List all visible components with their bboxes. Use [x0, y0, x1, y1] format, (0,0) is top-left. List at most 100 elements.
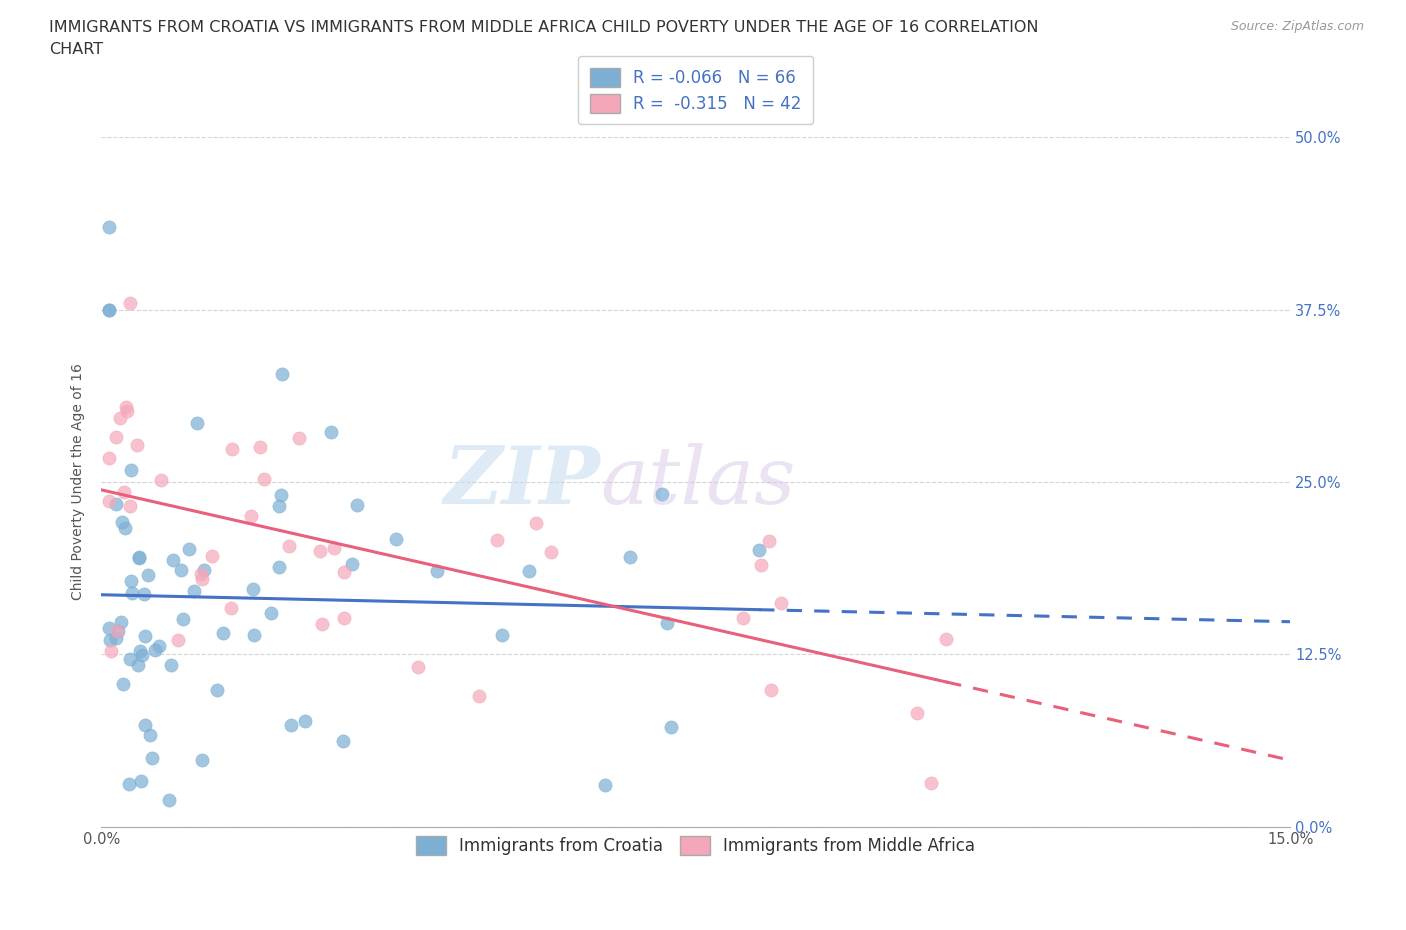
Point	[748, 542, 770, 557]
Point	[98, 302, 121, 317]
Point	[323, 540, 346, 555]
Point	[108, 411, 131, 426]
Text: IMMIGRANTS FROM CROATIA VS IMMIGRANTS FROM MIDDLE AFRICA CHILD POVERTY UNDER THE: IMMIGRANTS FROM CROATIA VS IMMIGRANTS FR…	[49, 20, 1039, 35]
Point	[661, 720, 683, 735]
Point	[125, 438, 148, 453]
Point	[651, 486, 673, 501]
Point	[100, 644, 122, 659]
Point	[128, 550, 150, 565]
Point	[160, 658, 183, 673]
Point	[340, 556, 363, 571]
Point	[98, 494, 121, 509]
Point	[98, 621, 121, 636]
Point	[98, 219, 121, 234]
Point	[129, 644, 152, 658]
Point	[288, 431, 311, 445]
Point	[321, 424, 343, 439]
Point	[131, 647, 153, 662]
Point	[118, 498, 141, 513]
Point	[136, 567, 159, 582]
Point	[105, 623, 128, 638]
Point	[308, 544, 330, 559]
Point	[110, 615, 132, 630]
Point	[271, 366, 294, 381]
Point	[104, 430, 127, 445]
Point	[733, 611, 755, 626]
Point	[491, 628, 513, 643]
Text: CHART: CHART	[49, 42, 103, 57]
Point	[332, 734, 354, 749]
Point	[98, 302, 121, 317]
Text: Source: ZipAtlas.com: Source: ZipAtlas.com	[1230, 20, 1364, 33]
Point	[139, 727, 162, 742]
Point	[907, 705, 929, 720]
Point	[221, 601, 243, 616]
Point	[524, 515, 547, 530]
Legend: Immigrants from Croatia, Immigrants from Middle Africa: Immigrants from Croatia, Immigrants from…	[405, 824, 987, 867]
Point	[190, 572, 212, 587]
Point	[749, 558, 772, 573]
Point	[240, 509, 263, 524]
Point	[120, 296, 142, 311]
Point	[104, 631, 127, 645]
Point	[426, 564, 449, 578]
Point	[118, 777, 141, 791]
Point	[242, 582, 264, 597]
Point	[346, 498, 368, 512]
Point	[114, 399, 136, 414]
Y-axis label: Child Poverty Under the Age of 16: Child Poverty Under the Age of 16	[72, 364, 86, 601]
Point	[111, 676, 134, 691]
Point	[143, 643, 166, 658]
Point	[120, 574, 142, 589]
Point	[170, 563, 193, 578]
Point	[120, 462, 142, 477]
Point	[120, 651, 142, 666]
Point	[105, 497, 128, 512]
Point	[141, 751, 163, 765]
Point	[249, 440, 271, 455]
Point	[132, 586, 155, 601]
Point	[221, 442, 243, 457]
Point	[107, 624, 129, 639]
Point	[619, 550, 641, 565]
Point	[486, 532, 509, 547]
Point	[111, 514, 134, 529]
Point	[115, 404, 138, 418]
Point	[406, 659, 429, 674]
Point	[769, 595, 792, 610]
Point	[280, 717, 302, 732]
Point	[277, 538, 299, 553]
Point	[311, 617, 333, 631]
Point	[758, 533, 780, 548]
Point	[129, 774, 152, 789]
Point	[191, 752, 214, 767]
Point	[121, 586, 143, 601]
Point	[269, 498, 291, 513]
Point	[112, 485, 135, 499]
Point	[212, 625, 235, 640]
Point	[655, 615, 678, 630]
Point	[162, 552, 184, 567]
Point	[134, 717, 156, 732]
Point	[270, 487, 292, 502]
Point	[98, 633, 121, 648]
Point	[114, 521, 136, 536]
Point	[920, 776, 942, 790]
Point	[127, 658, 149, 672]
Point	[193, 563, 215, 578]
Point	[761, 683, 783, 698]
Point	[595, 777, 617, 792]
Point	[260, 605, 283, 620]
Text: atlas: atlas	[600, 444, 796, 521]
Text: ZIP: ZIP	[444, 444, 600, 521]
Point	[128, 551, 150, 565]
Point	[385, 532, 408, 547]
Point	[205, 683, 228, 698]
Point	[294, 714, 316, 729]
Point	[253, 472, 276, 486]
Point	[98, 450, 121, 465]
Point	[148, 639, 170, 654]
Point	[935, 632, 957, 647]
Point	[332, 565, 354, 579]
Point	[468, 689, 491, 704]
